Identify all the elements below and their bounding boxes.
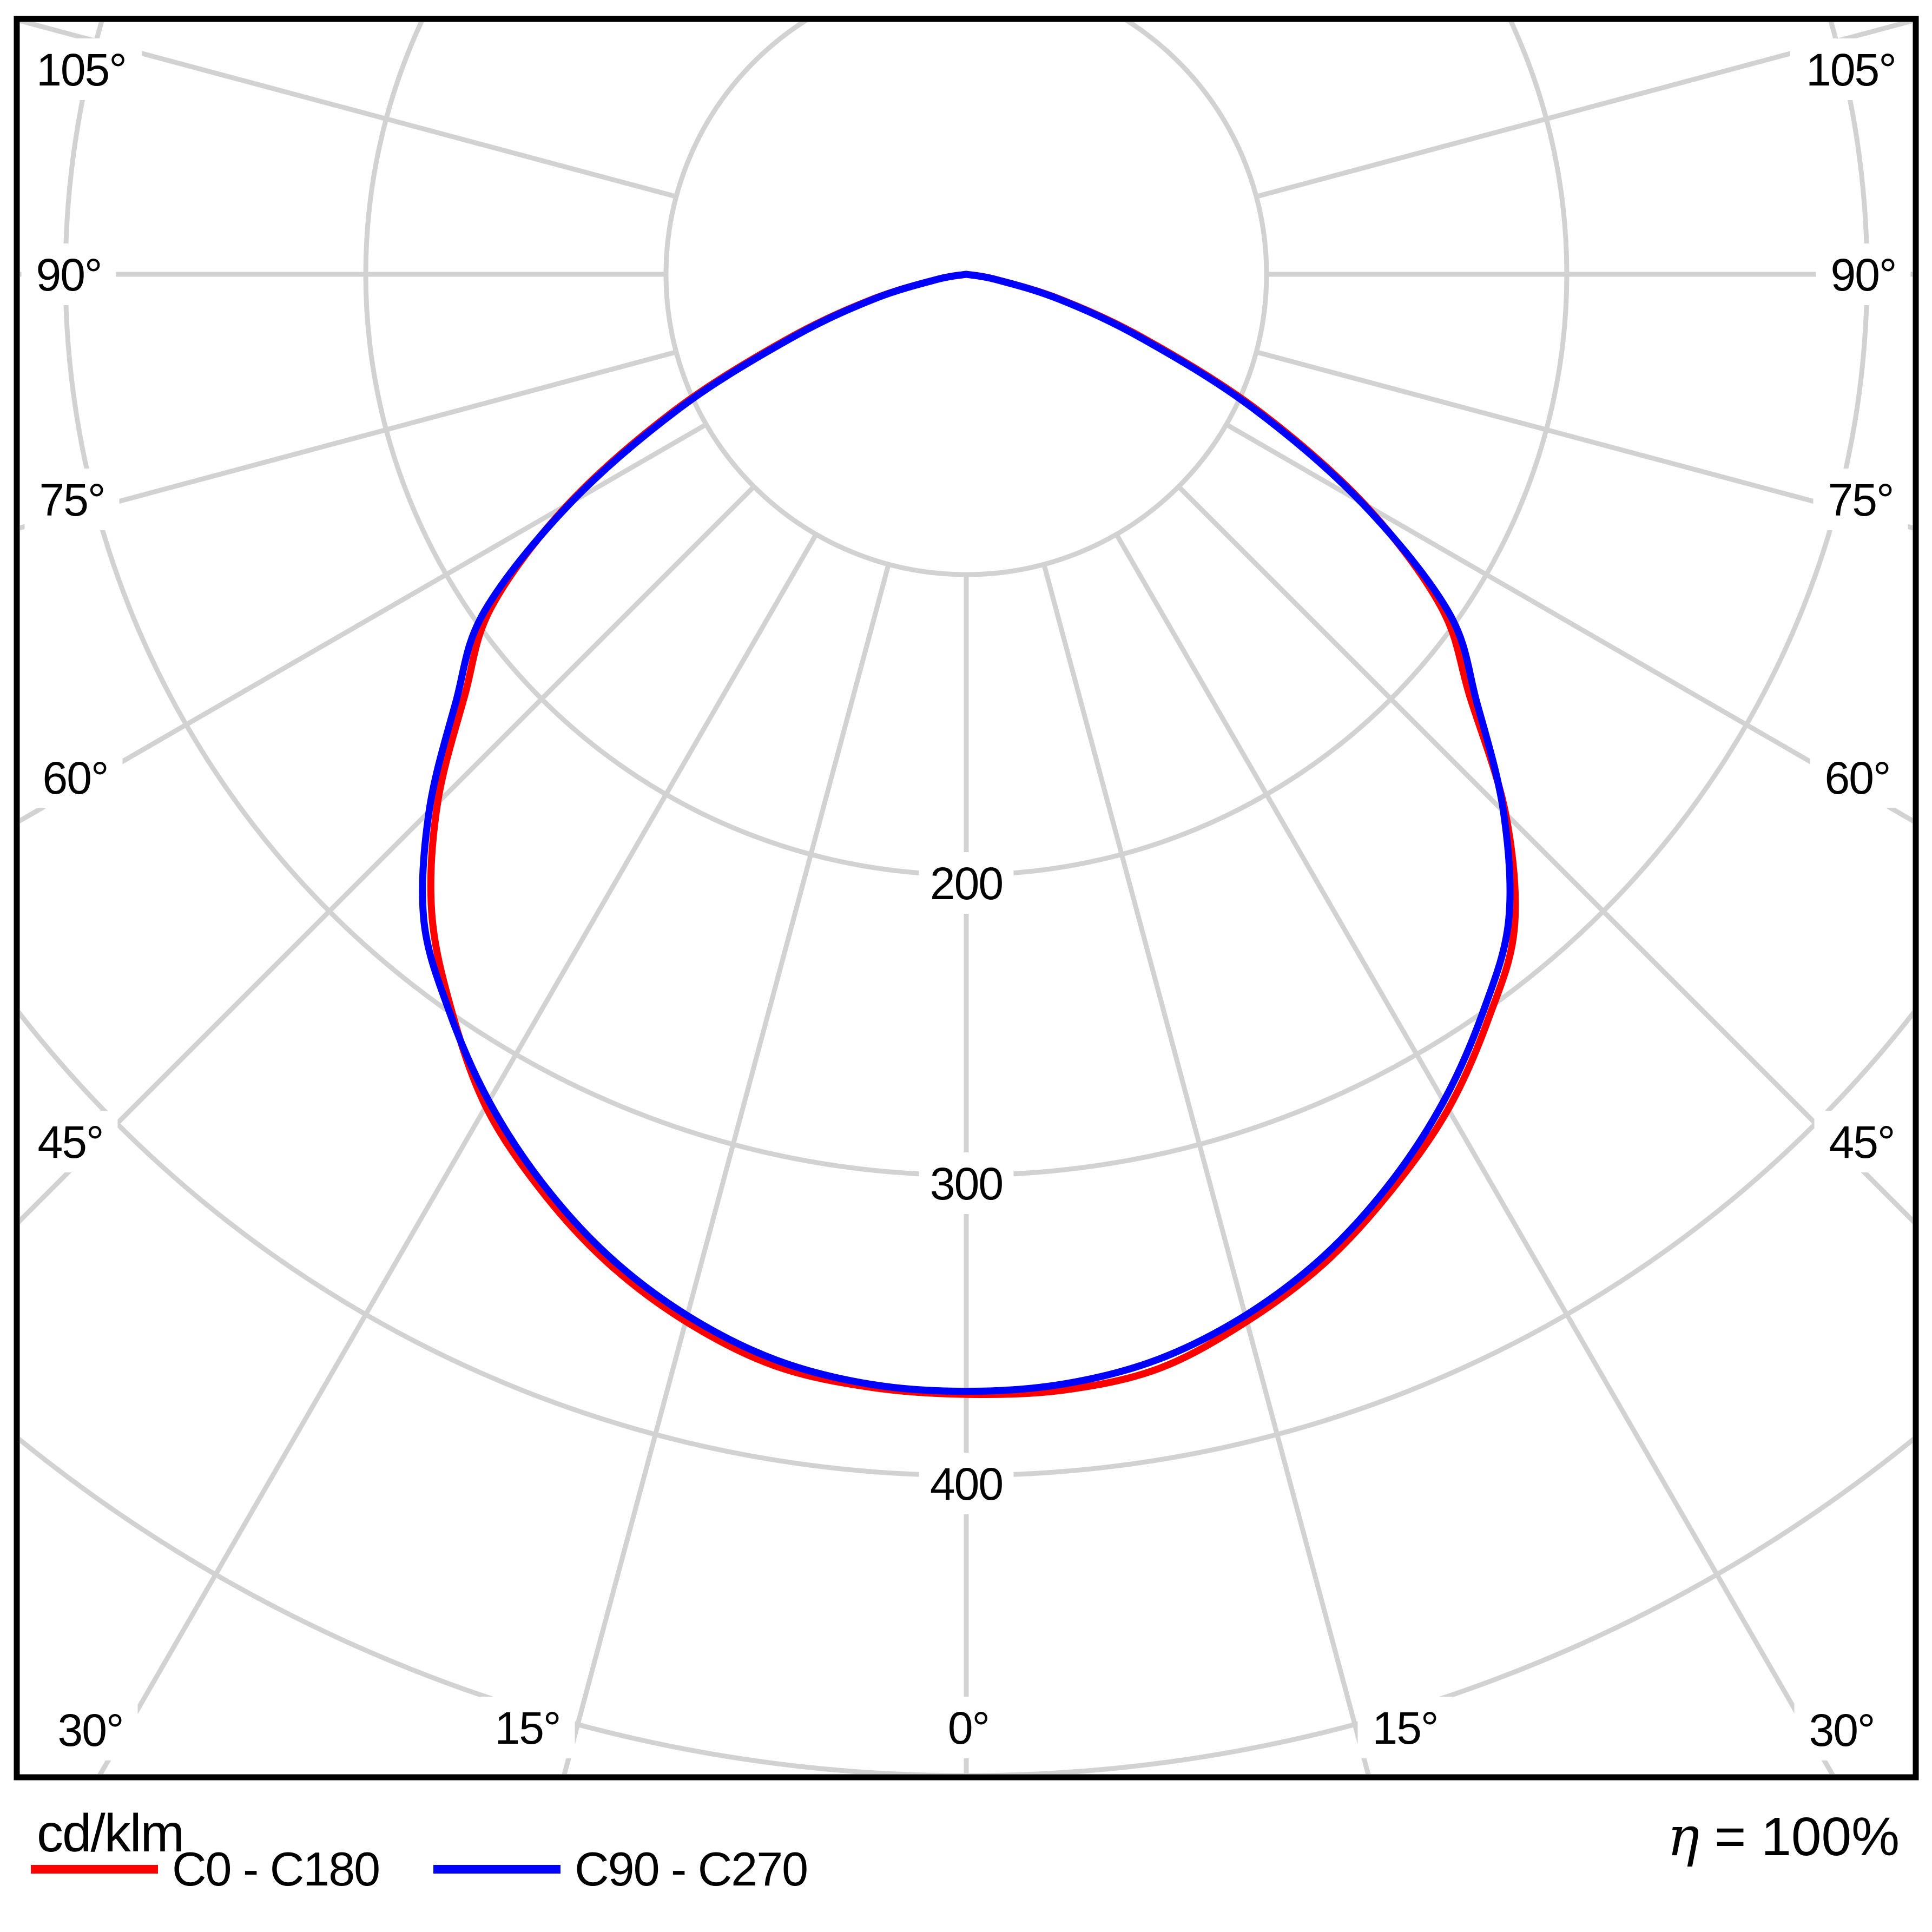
- angle-label-105°: 105°: [36, 44, 126, 95]
- label-halo: [1814, 1111, 1909, 1172]
- grid-radial--60: [20, 422, 708, 823]
- angle-label-30°: 30°: [1809, 1705, 1874, 1756]
- label-halo: [23, 1111, 118, 1172]
- grid-radial-30: [1114, 533, 1835, 1774]
- label-halo: [20, 38, 142, 100]
- angle-label-45°: 45°: [1829, 1117, 1894, 1168]
- label-halo: [919, 1453, 1014, 1514]
- plot-border: [14, 16, 1919, 1781]
- ring-label-400: 400: [930, 1459, 1003, 1509]
- efficiency-value: = 100%: [1699, 1806, 1900, 1867]
- legend-label-c0-c180: C0 - C180: [172, 1842, 380, 1896]
- angle-label-90°: 90°: [36, 249, 101, 300]
- label-halos: [20, 38, 1912, 1760]
- legend: C0 - C180 C90 - C270: [31, 1842, 808, 1897]
- angle-label-105°: 105°: [1806, 44, 1896, 95]
- grid-radial-75: [1255, 350, 1913, 531]
- label-halo: [919, 852, 1014, 914]
- angle-label-60°: 60°: [1824, 753, 1890, 803]
- label-halo: [1790, 38, 1912, 100]
- angle-label-90°: 90°: [1830, 249, 1896, 300]
- grid-labels: 200 300 400 105° 90° 75° 60° 45° 30° 15° 0° 15° 30° 4…: [36, 44, 1897, 1756]
- label-halo: [1810, 747, 1905, 808]
- grid-radial-60: [1225, 422, 1913, 823]
- label-halo: [480, 1697, 575, 1758]
- legend-label-c90-c270: C90 - C270: [575, 1842, 808, 1896]
- intensity-curves: [419, 271, 1519, 1398]
- label-halo: [43, 1699, 138, 1760]
- label-halo: [28, 747, 123, 808]
- grid-radial--30: [97, 533, 819, 1774]
- grid-radial-105: [1255, 22, 1913, 199]
- eta-symbol: η: [1667, 1805, 1700, 1868]
- label-halo: [1813, 469, 1908, 530]
- angle-label-45°: 45°: [37, 1117, 103, 1168]
- label-halo: [21, 243, 116, 305]
- grid-radial--105: [20, 22, 677, 199]
- grid-radial--75: [20, 350, 677, 531]
- curve-C90-C270: [419, 271, 1514, 1395]
- angle-label-15°: 15°: [1372, 1703, 1438, 1753]
- label-halo: [919, 1152, 1014, 1214]
- ring-label-200: 200: [930, 858, 1003, 909]
- angle-label-0°: 0°: [948, 1703, 989, 1753]
- angle-label-60°: 60°: [42, 753, 108, 803]
- angle-label-75°: 75°: [39, 474, 104, 525]
- angle-label-75°: 75°: [1828, 474, 1893, 525]
- label-halo: [1816, 243, 1911, 305]
- legend-swatch-c90-c270: [433, 1865, 561, 1874]
- ring-label-300: 300: [930, 1158, 1003, 1209]
- label-halo: [933, 1697, 1004, 1758]
- efficiency-label: η = 100%: [1667, 1805, 1900, 1868]
- legend-swatch-c0-c180: [31, 1865, 158, 1874]
- unit-label: cd/klm: [37, 1803, 184, 1863]
- angle-label-30°: 30°: [57, 1705, 123, 1756]
- label-halo: [24, 469, 120, 530]
- label-halo: [1794, 1699, 1889, 1760]
- angle-label-15°: 15°: [494, 1703, 560, 1753]
- grid-radial--15: [562, 563, 891, 1774]
- grid-radial-15: [1041, 563, 1371, 1774]
- label-halo: [1357, 1697, 1453, 1758]
